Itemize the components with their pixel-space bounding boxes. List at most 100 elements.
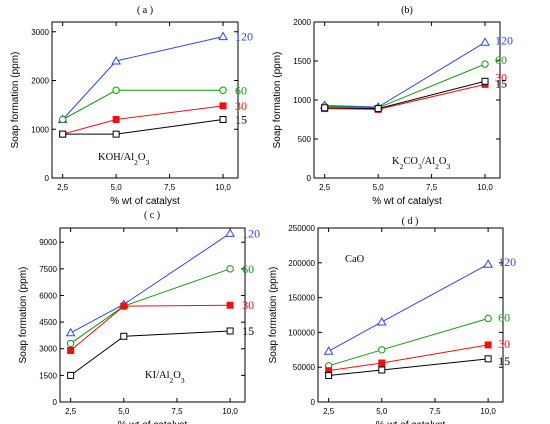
series-15: 15 [59, 113, 247, 138]
x-tick-label: 5,0 [118, 407, 130, 416]
x-tick-label: 5,0 [373, 183, 385, 192]
x-axis-label: % wt of catalyst [376, 420, 446, 424]
y-tick-label: 50000 [293, 363, 316, 372]
x-tick-label: 2,5 [323, 407, 335, 416]
series-line-15 [62, 119, 224, 135]
data-point-square [226, 301, 234, 309]
series-15: 15 [325, 354, 510, 380]
catalyst-annotation: KI/Al2O3 [145, 370, 185, 385]
data-point-triangle [111, 55, 121, 65]
x-tick-label: 7,5 [171, 407, 183, 416]
data-point-triangle [376, 316, 387, 326]
data-point-square-open [325, 372, 333, 380]
data-point-circle [484, 314, 492, 323]
x-tick-label: 7,5 [164, 183, 176, 192]
x-axis-label: % wt of catalyst [110, 196, 180, 207]
data-point-square-open [120, 332, 128, 340]
series-120: 120 [57, 30, 253, 123]
plot-frame [59, 227, 246, 403]
series-label-120: 120 [242, 226, 260, 240]
series-label-30: 30 [235, 99, 247, 113]
series-line-30 [62, 105, 224, 135]
data-point-circle [58, 115, 67, 124]
y-tick-label: 9000 [39, 238, 57, 247]
plot-frame [51, 21, 239, 179]
series-120: 120 [65, 226, 260, 337]
panel-label: (b) [401, 5, 413, 16]
data-point-square-open [378, 366, 386, 374]
series-120: 120 [323, 255, 516, 355]
y-tick-label: 0 [311, 398, 316, 407]
y-tick-label: 100000 [288, 328, 315, 337]
series-60: 60 [58, 83, 247, 124]
data-point-triangle [218, 31, 228, 41]
x-tick-label: 7,5 [426, 183, 438, 192]
data-point-square-open [59, 130, 67, 138]
data-point-square [219, 102, 227, 110]
chart-panel-2: (b) 0 500 1000 1500 2000 2,5 5,0 7,5 10,0 % wt of … [272, 5, 513, 207]
catalyst-annotation: K2CO3/Al2O3 [392, 156, 450, 171]
data-point-circle [378, 346, 386, 354]
series-line-120 [62, 36, 224, 120]
catalyst-annotation: KOH/Al2O3 [98, 152, 150, 167]
y-tick-label: 1500 [39, 371, 57, 380]
y-axis-label: Soap formation (ppm) [18, 267, 29, 364]
series-60: 60 [324, 310, 510, 370]
series-label-15: 15 [498, 354, 510, 368]
data-point-circle [226, 265, 234, 273]
y-tick-label: 250000 [288, 224, 315, 233]
y-tick-label: 4500 [39, 318, 57, 327]
catalyst-annotation: CaO [345, 254, 365, 265]
y-tick-label: 2000 [293, 18, 311, 27]
y-tick-label: 150000 [288, 294, 315, 303]
series-label-60: 60 [242, 262, 254, 276]
data-point-triangle [483, 259, 493, 268]
data-point-square-open [374, 105, 382, 113]
series-15: 15 [67, 324, 254, 379]
series-60: 60 [320, 53, 507, 112]
y-tick-label: 7500 [39, 265, 57, 274]
x-axis-label: % wt of catalyst [372, 196, 442, 207]
data-point-square [112, 116, 120, 123]
x-tick-label: 10,0 [215, 183, 231, 192]
series-60: 60 [66, 262, 254, 348]
series-label-60: 60 [495, 53, 507, 67]
y-tick-label: 3000 [39, 345, 57, 354]
x-tick-label: 5,0 [376, 407, 388, 416]
x-tick-label: 2,5 [57, 183, 69, 192]
series-label-15: 15 [235, 113, 247, 127]
series-label-15: 15 [242, 324, 254, 338]
data-point-circle [219, 86, 227, 94]
y-tick-label: 1000 [293, 96, 311, 105]
y-tick-label: 0 [53, 398, 58, 407]
data-point-square [67, 347, 75, 355]
x-tick-label: 10,0 [477, 183, 493, 192]
y-tick-label: 2000 [31, 77, 49, 86]
y-axis-label: Soap formation (ppm) [10, 52, 21, 149]
x-tick-label: 10,0 [222, 407, 238, 416]
data-point-square [120, 302, 128, 310]
y-tick-label: 6000 [39, 291, 57, 300]
y-tick-label: 1000 [31, 125, 49, 134]
x-axis-label: % wt of catalyst [118, 420, 188, 424]
series-line-120 [328, 263, 489, 352]
data-point-circle [481, 60, 489, 68]
y-tick-label: 0 [307, 174, 312, 183]
panel-label: ( d ) [402, 216, 419, 227]
series-label-30: 30 [495, 70, 507, 84]
x-tick-label: 2,5 [65, 407, 77, 416]
series-30: 30 [325, 337, 510, 375]
data-point-triangle [225, 228, 235, 237]
data-point-square-open [226, 327, 234, 335]
panel-label: ( a ) [137, 5, 153, 16]
series-label-60: 60 [498, 310, 510, 324]
y-tick-label: 1500 [293, 57, 311, 66]
data-point-triangle [323, 346, 334, 355]
series-30: 30 [59, 99, 247, 138]
chart-panel-1: ( a ) 0 1000 2000 3000 2,5 5,0 7,5 10,0 % wt of c… [10, 5, 253, 207]
data-point-square-open [219, 116, 227, 123]
y-axis-label: Soap formation (ppm) [268, 267, 279, 364]
series-line-60 [62, 89, 224, 120]
data-point-square-open [481, 77, 489, 85]
y-tick-label: 500 [298, 135, 312, 144]
